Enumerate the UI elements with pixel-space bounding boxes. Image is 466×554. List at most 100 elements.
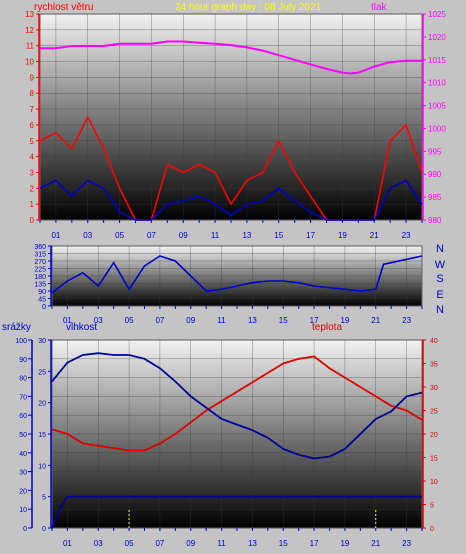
y-tick-label: 90: [38, 289, 46, 296]
x-tick-label: 07: [147, 231, 156, 240]
x-tick-label: 09: [179, 231, 188, 240]
y-left-tick-label: 0: [30, 216, 35, 225]
y-rain-tick-label: 20: [38, 401, 46, 408]
chart-title: 24 hour graph day : 08 July 2021: [175, 2, 322, 13]
y-tick-label: 0: [42, 304, 46, 311]
y-right-tick-label: 1025: [428, 10, 446, 19]
x-tick-label: 01: [51, 231, 60, 240]
y-humidity-tick-label: 80: [19, 376, 27, 383]
y-right-tick-label: 985: [428, 193, 442, 202]
x-tick-label: 19: [340, 316, 349, 325]
y-right-tick-label: 995: [428, 147, 442, 156]
y-humidity-tick-label: 60: [19, 413, 27, 420]
x-tick-label: 17: [306, 231, 315, 240]
x-tick-label: 13: [242, 231, 251, 240]
y-rain-tick-label: 30: [38, 338, 46, 345]
y-left-tick-label: 4: [30, 153, 35, 162]
y-humidity-tick-label: 30: [19, 470, 27, 477]
x-tick-label: 03: [94, 539, 103, 548]
temperature-axis-title: teplota: [312, 322, 342, 333]
y-rain-tick-label: 15: [38, 432, 46, 439]
y-tick-label: 45: [38, 297, 46, 304]
y-humidity-tick-label: 90: [19, 357, 27, 364]
y-tick-label: 360: [34, 244, 46, 251]
x-tick-label: 19: [338, 231, 347, 240]
y-humidity-tick-label: 100: [15, 338, 27, 345]
x-tick-label: 11: [217, 316, 226, 325]
y-tick-label: 315: [34, 252, 46, 259]
x-tick-label: 09: [186, 539, 195, 548]
y-humidity-tick-label: 40: [19, 451, 27, 458]
y-left-tick-label: 8: [30, 89, 35, 98]
y-tick-label: 225: [34, 267, 46, 274]
y-left-tick-label: 10: [25, 58, 34, 67]
x-tick-label: 01: [63, 316, 72, 325]
compass-label: W: [435, 259, 446, 271]
y-left-tick-label: 9: [30, 73, 35, 82]
y-temperature-tick-label: 0: [430, 526, 434, 533]
x-tick-label: 11: [211, 231, 220, 240]
x-tick-label: 11: [217, 539, 226, 548]
x-tick-label: 23: [402, 539, 411, 548]
y-humidity-tick-label: 70: [19, 394, 27, 401]
y-right-tick-label: 1000: [428, 124, 446, 133]
y-left-tick-label: 1: [30, 200, 35, 209]
x-tick-label: 01: [63, 539, 72, 548]
x-tick-label: 05: [125, 539, 134, 548]
y-left-tick-label: 5: [30, 137, 35, 146]
humidity-axis-title: vlhkost: [66, 322, 97, 333]
compass-label: N: [436, 243, 444, 255]
y-temperature-tick-label: 35: [430, 362, 438, 369]
compass-label: S: [436, 273, 443, 285]
y-temperature-tick-label: 25: [430, 409, 438, 416]
y-tick-label: 270: [34, 259, 46, 266]
compass-label: E: [436, 289, 443, 301]
y-left-tick-label: 7: [30, 105, 35, 114]
x-tick-label: 05: [125, 316, 134, 325]
rain-axis-title: srážky: [2, 322, 31, 333]
rain-line: [51, 495, 422, 529]
x-tick-label: 13: [248, 539, 257, 548]
x-tick-label: 15: [279, 316, 288, 325]
y-right-tick-label: 1020: [428, 33, 446, 42]
y-left-tick-label: 3: [30, 168, 35, 177]
y-tick-label: 180: [34, 274, 46, 281]
temperature-line: [51, 355, 423, 452]
y-temperature-tick-label: 10: [430, 479, 438, 486]
x-tick-label: 15: [274, 231, 283, 240]
x-tick-label: 03: [83, 231, 92, 240]
y-humidity-tick-label: 10: [19, 507, 27, 514]
y-left-tick-label: 11: [26, 42, 35, 51]
y-rain-tick-label: 25: [38, 369, 46, 376]
y-right-tick-label: 1015: [428, 56, 446, 65]
y-temperature-tick-label: 40: [430, 338, 438, 345]
x-tick-label: 21: [371, 539, 380, 548]
x-tick-label: 21: [370, 231, 379, 240]
x-tick-label: 23: [402, 316, 411, 325]
humidity-line: [51, 352, 423, 460]
right-axis-title: tlak: [371, 2, 388, 13]
y-tick-label: 135: [34, 282, 46, 289]
y-right-tick-label: 1010: [428, 79, 446, 88]
y-right-tick-label: 990: [428, 170, 442, 179]
y-right-tick-label: 980: [428, 216, 442, 225]
y-temperature-tick-label: 5: [430, 503, 434, 510]
x-tick-label: 07: [155, 316, 164, 325]
y-humidity-tick-label: 50: [19, 432, 27, 439]
x-tick-label: 23: [402, 231, 411, 240]
x-tick-label: 17: [310, 316, 319, 325]
y-left-tick-label: 12: [25, 26, 34, 35]
wind-speed-line: [39, 179, 423, 221]
y-rain-tick-label: 10: [38, 463, 46, 470]
x-tick-label: 21: [371, 316, 380, 325]
compass-label: N: [436, 304, 444, 316]
x-tick-label: 15: [279, 539, 288, 548]
left-axis-title: rychlost větru: [34, 2, 93, 13]
y-temperature-tick-label: 15: [430, 456, 438, 463]
y-humidity-tick-label: 20: [19, 488, 27, 495]
x-tick-label: 17: [310, 539, 319, 548]
y-rain-tick-label: 0: [42, 526, 46, 533]
y-left-tick-label: 2: [30, 184, 35, 193]
x-tick-label: 03: [94, 316, 103, 325]
